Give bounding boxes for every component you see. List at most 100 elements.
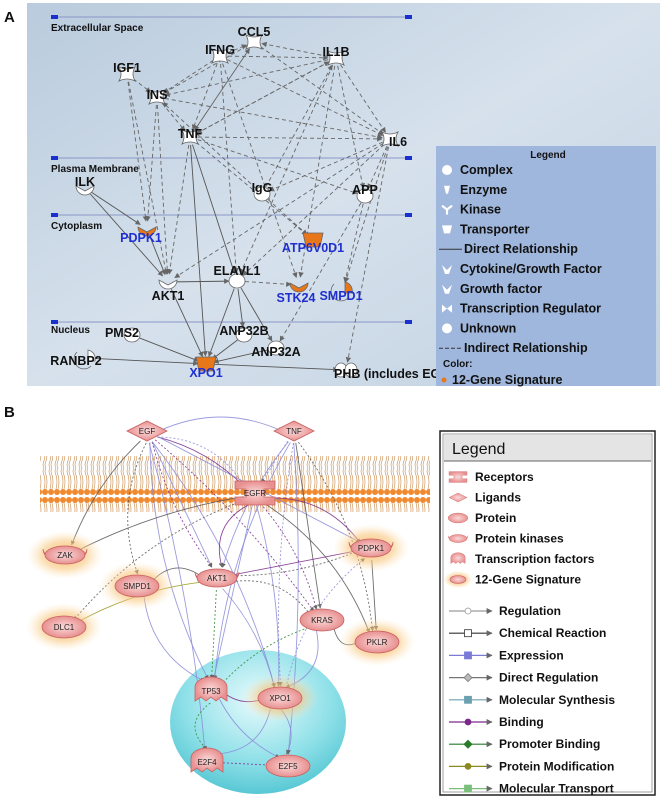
panel-a-legend-title: Legend bbox=[530, 150, 566, 161]
node-b-tp53[interactable]: TP53 bbox=[194, 676, 228, 702]
node-b-kras[interactable]: KRAS bbox=[299, 608, 345, 632]
edge-ifng-ins bbox=[163, 59, 214, 94]
panel-b-letter: B bbox=[4, 404, 15, 421]
edge-tp53-e2f4 bbox=[194, 702, 211, 751]
node-smpd1[interactable]: SMPD1 bbox=[319, 281, 363, 303]
legend-b-node-transcription-factors: Transcription factors bbox=[450, 552, 595, 566]
node-b-egfr[interactable]: EGFR bbox=[234, 480, 276, 506]
legend-b-edge-label: Regulation bbox=[499, 604, 561, 618]
node-igg[interactable]: IgG bbox=[252, 181, 273, 202]
node-b-label-pdpk1: PDPK1 bbox=[358, 544, 385, 553]
edge-il6-smpd1 bbox=[344, 146, 389, 283]
node-label-smpd1: SMPD1 bbox=[319, 289, 362, 303]
panel-a-legend-color-label: 12-Gene Signature bbox=[452, 373, 562, 387]
region-marker-right bbox=[405, 156, 412, 160]
node-b-tnf[interactable]: TNF bbox=[273, 420, 315, 442]
legend-b-edge-protein-modification: Protein Modification bbox=[449, 759, 614, 773]
node-ifng[interactable]: IFNG bbox=[205, 43, 235, 64]
node-b-label-e2f5: E2F5 bbox=[278, 762, 298, 771]
edge-igg-ins bbox=[162, 102, 257, 189]
edge-tnf-pklr bbox=[298, 441, 375, 632]
legend-b-edge-chemical-reaction: Chemical Reaction bbox=[449, 626, 606, 640]
node-b-e2f4[interactable]: E2F4 bbox=[190, 747, 224, 773]
edge-pms2-xpo1 bbox=[139, 337, 200, 362]
edge-egf-zak bbox=[70, 440, 141, 546]
node-ranbp2[interactable]: RANBP2 bbox=[50, 349, 102, 370]
node-b-pdpk1[interactable]: PDPK1 bbox=[333, 524, 409, 572]
node-anp32a[interactable]: ANP32A bbox=[251, 340, 301, 359]
node-b-e2f5[interactable]: E2F5 bbox=[265, 754, 311, 778]
node-b-zak[interactable]: ZAK bbox=[27, 531, 103, 579]
node-b-label-tp53: TP53 bbox=[201, 687, 221, 696]
node-anp32b[interactable]: ANP32B bbox=[219, 324, 269, 343]
panel-b-legend-frame bbox=[439, 430, 656, 796]
legend-a-label: Cytokine/Growth Factor bbox=[460, 262, 602, 276]
edge-egfr-dlc1 bbox=[73, 499, 246, 621]
node-akt1[interactable]: AKT1 bbox=[152, 279, 185, 303]
panel-b-legend: Legend Receptors Ligands Protein Protein ki… bbox=[439, 430, 656, 796]
legend-a-label: Direct Relationship bbox=[464, 242, 578, 256]
panel-b-legend-title: Legend bbox=[452, 441, 505, 458]
legend-b-edge-label: Molecular Transport bbox=[499, 782, 614, 796]
legend-b-edge-expression: Expression bbox=[449, 648, 564, 662]
node-label-elavl1: ELAVL1 bbox=[214, 264, 261, 278]
node-igf1[interactable]: IGF1 bbox=[113, 61, 141, 82]
node-b-pklr[interactable]: PKLR bbox=[339, 618, 415, 666]
edge-ccl5-ins bbox=[163, 45, 248, 94]
edge-egf-tp53 bbox=[149, 442, 209, 680]
node-il6[interactable]: IL6 bbox=[380, 131, 407, 149]
node-b-label-akt1: AKT1 bbox=[207, 574, 228, 583]
node-b-smpd1[interactable]: SMPD1 bbox=[99, 562, 175, 610]
panel-a-region-lines: Extracellular Space Plasma Membrane Cytopl… bbox=[51, 15, 412, 336]
node-app[interactable]: APP bbox=[352, 183, 378, 204]
edge-ifng-il6 bbox=[226, 59, 384, 136]
region-label-nucleus: Nucleus bbox=[51, 325, 90, 336]
edge-tp53-e2f5 bbox=[219, 699, 280, 759]
node-label-stk24: STK24 bbox=[277, 291, 316, 305]
node-label-tnf: TNF bbox=[178, 127, 203, 141]
node-pdpk1[interactable]: PDPK1 bbox=[120, 226, 162, 245]
panel-a-legend: Legend Complex Enzyme Kinase Transporter Dir… bbox=[436, 146, 656, 387]
edge-tnf-akt1 bbox=[167, 144, 190, 275]
legend-a-item-transporter: Transporter bbox=[442, 222, 530, 236]
edge-tnf-atp6v0d1 bbox=[195, 141, 308, 236]
node-il1b[interactable]: IL1B bbox=[322, 45, 350, 66]
node-label-il1b: IL1B bbox=[322, 45, 349, 59]
edge-tnf-elavl1 bbox=[192, 144, 236, 274]
node-stk24[interactable]: STK24 bbox=[277, 282, 316, 305]
legend-b-edge-label: Direct Regulation bbox=[499, 671, 598, 685]
node-pms2[interactable]: PMS2 bbox=[105, 326, 141, 343]
node-xpo1[interactable]: XPO1 bbox=[189, 356, 223, 380]
edge-il1b-ccl5 bbox=[261, 41, 329, 57]
node-b-akt1[interactable]: AKT1 bbox=[194, 568, 240, 588]
node-tnf[interactable]: TNF bbox=[178, 127, 203, 145]
node-b-label-xpo1: XPO1 bbox=[269, 694, 291, 703]
legend-a-label: Complex bbox=[460, 163, 513, 177]
edge-tnf-tp53 bbox=[212, 442, 291, 681]
node-elavl1[interactable]: ELAVL1 bbox=[214, 264, 261, 289]
panel-a-legend-color-swatch bbox=[441, 377, 447, 383]
edge-ins-il6 bbox=[164, 97, 383, 140]
legend-b-node-protein: Protein bbox=[447, 511, 516, 525]
node-ilk[interactable]: ILK bbox=[75, 175, 95, 196]
legend-a-label: Indirect Relationship bbox=[464, 341, 588, 355]
edge-elavl1-anp32b bbox=[237, 288, 246, 328]
node-b-xpo1[interactable]: XPO1 bbox=[242, 674, 318, 722]
node-ccl5[interactable]: CCL5 bbox=[238, 25, 271, 50]
legend-a-item-kinase: Kinase bbox=[441, 203, 501, 217]
region-marker-left bbox=[51, 15, 58, 19]
edge-elavl1-stk24 bbox=[244, 281, 292, 287]
node-ins[interactable]: INS bbox=[147, 88, 168, 105]
region-marker-right bbox=[405, 15, 412, 19]
region-marker-right bbox=[405, 320, 412, 324]
panel-b-nodes: EGF TNF EGFR ZAK PDPK1 SMPD1 AKT1 KRAS DLC1 PKLR T… bbox=[26, 420, 415, 778]
edge-egf-xpo1 bbox=[151, 441, 276, 688]
legend-b-edge-label: Protein Modification bbox=[499, 759, 614, 773]
node-b-egf[interactable]: EGF bbox=[126, 420, 168, 442]
edge-akt1-tp53 bbox=[209, 589, 217, 680]
legend-b-edge-molecular-transport: Molecular Transport bbox=[449, 782, 614, 796]
node-atp6v0d1[interactable]: ATP6V0D1 bbox=[282, 232, 344, 255]
node-b-dlc1[interactable]: DLC1 bbox=[26, 603, 102, 651]
node-label-ccl5: CCL5 bbox=[238, 25, 271, 39]
edge-igf1-akt1 bbox=[128, 81, 169, 275]
